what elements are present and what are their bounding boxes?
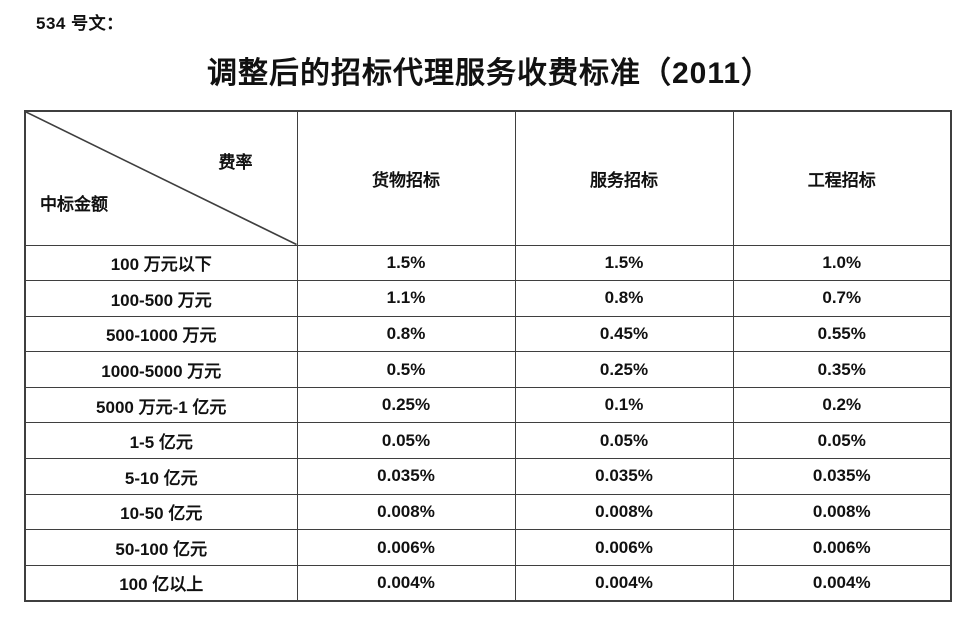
goods-rate-cell: 1.5% <box>296 244 516 282</box>
amount-cell: 1-5 亿元 <box>24 422 298 460</box>
table-row: 10-50 亿元 0.008% 0.008% 0.008% <box>24 493 952 531</box>
table-row: 1-5 亿元 0.05% 0.05% 0.05% <box>24 422 952 460</box>
column-header-service-tender: 服务招标 <box>514 110 734 246</box>
corner-header-cell: 费率 中标金额 <box>24 110 298 246</box>
works-rate-cell: 0.05% <box>732 422 952 460</box>
diagonal-divider-line <box>26 112 297 245</box>
fee-table: 费率 中标金额 货物招标 服务招标 工程招标 100 万元以下 1.5% 1.5… <box>24 110 952 602</box>
column-header-works-tender: 工程招标 <box>732 110 952 246</box>
works-rate-cell: 0.7% <box>732 280 952 317</box>
amount-cell: 50-100 亿元 <box>24 529 298 566</box>
amount-cell: 5000 万元-1 亿元 <box>24 386 298 424</box>
corner-label-amount: 中标金额 <box>40 194 108 214</box>
goods-rate-cell: 0.008% <box>296 493 516 531</box>
works-rate-cell: 0.035% <box>732 458 952 495</box>
page-title: 调整后的招标代理服务收费标准（2011） <box>206 57 773 90</box>
column-header-goods-tender: 货物招标 <box>296 110 516 246</box>
service-rate-cell: 0.006% <box>514 529 734 566</box>
table-row: 1000-5000 万元 0.5% 0.25% 0.35% <box>24 351 952 388</box>
works-rate-cell: 0.004% <box>732 564 952 602</box>
goods-rate-cell: 0.004% <box>296 564 516 602</box>
corner-label-rate: 费率 <box>218 153 253 172</box>
amount-cell: 5-10 亿元 <box>24 458 298 495</box>
table-row: 5000 万元-1 亿元 0.25% 0.1% 0.2% <box>24 386 952 424</box>
amount-cell: 1000-5000 万元 <box>24 351 298 388</box>
service-rate-cell: 0.05% <box>514 422 734 460</box>
amount-cell: 100 万元以下 <box>24 244 298 282</box>
table-row: 500-1000 万元 0.8% 0.45% 0.55% <box>24 315 952 353</box>
table-row: 100 万元以下 1.5% 1.5% 1.0% <box>24 244 952 282</box>
goods-rate-cell: 0.5% <box>296 351 516 388</box>
goods-rate-cell: 0.006% <box>296 529 516 566</box>
goods-rate-cell: 0.8% <box>296 315 516 353</box>
works-rate-cell: 1.0% <box>732 244 952 282</box>
service-rate-cell: 0.8% <box>514 280 734 317</box>
works-rate-cell: 0.008% <box>732 493 952 531</box>
table-row: 100-500 万元 1.1% 0.8% 0.7% <box>24 280 952 317</box>
amount-cell: 100-500 万元 <box>24 280 298 317</box>
amount-cell: 10-50 亿元 <box>24 493 298 531</box>
service-rate-cell: 0.004% <box>514 564 734 602</box>
service-rate-cell: 0.1% <box>514 386 734 424</box>
table-row: 50-100 亿元 0.006% 0.006% 0.006% <box>24 529 952 566</box>
goods-rate-cell: 0.25% <box>296 386 516 424</box>
header-row: 费率 中标金额 货物招标 服务招标 工程招标 <box>24 110 952 246</box>
works-rate-cell: 0.35% <box>732 351 952 388</box>
table-row: 5-10 亿元 0.035% 0.035% 0.035% <box>24 458 952 495</box>
table-row: 100 亿以上 0.004% 0.004% 0.004% <box>24 564 952 602</box>
goods-rate-cell: 1.1% <box>296 280 516 317</box>
table-body: 100 万元以下 1.5% 1.5% 1.0% 100-500 万元 1.1% … <box>24 244 952 602</box>
works-rate-cell: 0.55% <box>732 315 952 353</box>
works-rate-cell: 0.006% <box>732 529 952 566</box>
goods-rate-cell: 0.035% <box>296 458 516 495</box>
amount-cell: 100 亿以上 <box>24 564 298 602</box>
goods-rate-cell: 0.05% <box>296 422 516 460</box>
service-rate-cell: 0.008% <box>514 493 734 531</box>
doc-number-label: 534 号文： <box>36 14 124 33</box>
amount-cell: 500-1000 万元 <box>24 315 298 353</box>
service-rate-cell: 0.45% <box>514 315 734 353</box>
service-rate-cell: 0.035% <box>514 458 734 495</box>
service-rate-cell: 0.25% <box>514 351 734 388</box>
works-rate-cell: 0.2% <box>732 386 952 424</box>
service-rate-cell: 1.5% <box>514 244 734 282</box>
